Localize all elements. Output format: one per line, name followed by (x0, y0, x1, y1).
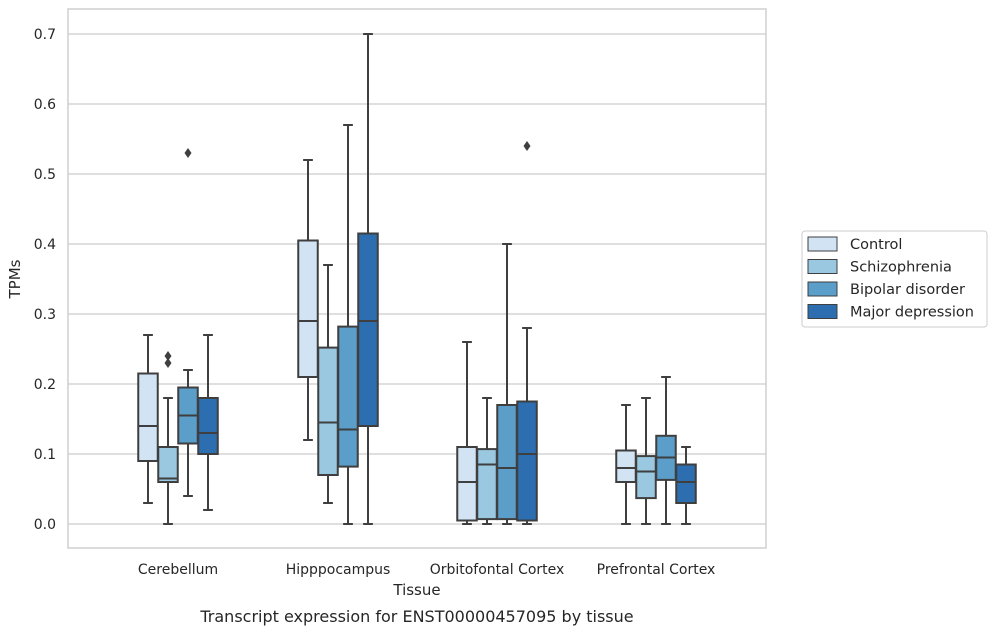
box (635, 397, 657, 525)
outlier-point (523, 141, 531, 151)
box-iqr (675, 463, 697, 504)
y-tick-label: 0.2 (34, 377, 56, 393)
box-iqr (357, 232, 379, 427)
box-iqr (157, 446, 179, 483)
legend-label: Schizophrenia (850, 260, 952, 276)
box-iqr (297, 239, 319, 378)
x-tick-label: Prefrontal Cortex (597, 562, 716, 578)
box (177, 148, 199, 497)
box-iqr (197, 397, 219, 455)
x-tick-label: Hipppocampus (286, 562, 391, 578)
y-tick-label: 0.3 (34, 307, 56, 323)
chart-caption: Transcript expression for ENST0000045709… (199, 607, 633, 626)
box (197, 334, 219, 511)
box-iqr (615, 449, 637, 483)
box-iqr (496, 404, 518, 521)
box-iqr (317, 346, 339, 477)
box (675, 446, 697, 525)
legend-swatch (807, 304, 838, 319)
box (476, 397, 498, 525)
y-axis-title: TPMs (6, 259, 24, 299)
y-tick-label: 0.5 (34, 167, 56, 183)
legend-label: Control (850, 237, 902, 253)
box (337, 124, 359, 525)
y-tick-label: 0.6 (34, 97, 56, 113)
y-tick-label: 0.4 (34, 237, 56, 253)
box (456, 341, 478, 525)
box (137, 334, 159, 504)
y-tick-label: 0.1 (34, 447, 56, 463)
legend: Control Schizophrenia Bipolar disorder Majo… (801, 230, 988, 328)
y-tick-label: 0.0 (34, 517, 56, 533)
box-series (137, 33, 697, 525)
x-axis-title: Tissue (392, 581, 440, 599)
x-tick-label: Cerebellum (138, 562, 218, 578)
box (297, 159, 319, 441)
legend-swatch (807, 281, 838, 297)
box-iqr (476, 448, 498, 521)
outlier-point (164, 358, 172, 368)
box (157, 351, 179, 525)
box-iqr (635, 455, 657, 500)
legend-swatch (807, 259, 838, 274)
box (516, 141, 538, 525)
x-tick-labels: Cerebellum Hipppocampus Orbitofontal Corte… (138, 562, 715, 578)
outlier-point (184, 148, 192, 158)
legend-frame (801, 230, 988, 328)
legend-label: Major depression (850, 305, 974, 321)
box-iqr (456, 446, 478, 522)
legend-swatch (807, 236, 838, 252)
grid-lines (68, 33, 766, 525)
y-tick-labels: 0.0 0.1 0.2 0.3 0.4 0.5 0.6 0.7 (34, 27, 56, 533)
legend-label: Bipolar disorder (850, 282, 965, 298)
x-tick-label: Orbitofontal Cortex (430, 562, 565, 578)
y-tick-label: 0.7 (34, 27, 56, 43)
box-iqr (337, 325, 359, 468)
box-iqr (516, 400, 538, 522)
outlier-point (164, 351, 172, 361)
plot-frame (67, 8, 767, 549)
box-iqr (137, 372, 159, 462)
box (655, 376, 677, 525)
box (357, 33, 379, 525)
